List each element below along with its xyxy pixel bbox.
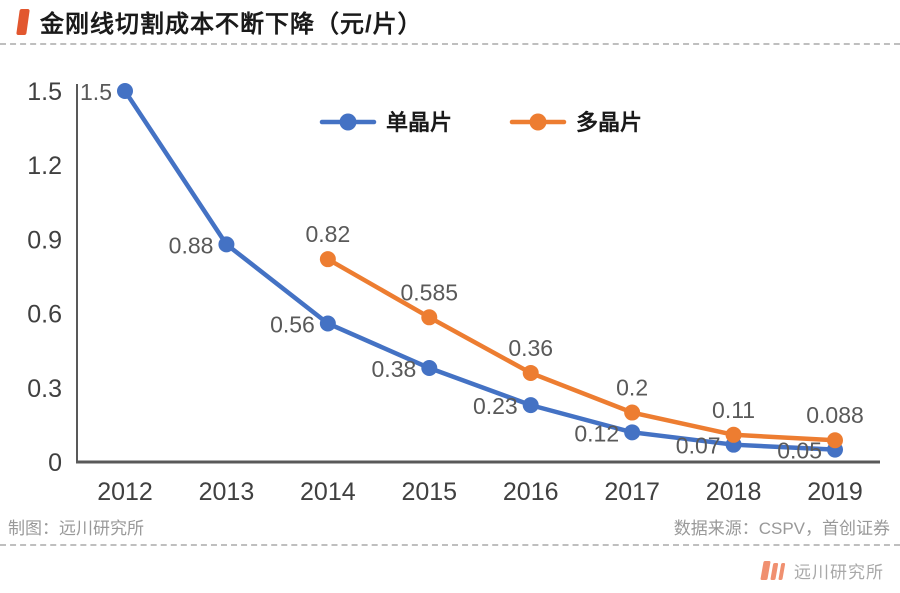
data-label: 0.38 (372, 356, 417, 382)
data-point (117, 83, 133, 99)
x-tick-label: 2017 (604, 478, 660, 506)
data-point (319, 315, 336, 332)
data-point (624, 404, 641, 421)
title-accent-bar-icon (16, 8, 30, 35)
chart-header: 金刚线切割成本不断下降（元/片） (0, 0, 900, 45)
data-label: 0.88 (169, 232, 214, 258)
data-label: 0.2 (616, 375, 648, 401)
x-tick-label: 2016 (503, 478, 559, 506)
y-tick-label: 0.3 (27, 375, 62, 403)
data-label: 0.585 (401, 279, 459, 305)
data-point (725, 426, 742, 443)
data-label: 0.11 (712, 397, 755, 423)
data-label: 0.05 (777, 438, 822, 464)
x-tick-label: 2019 (807, 478, 863, 506)
x-tick-label: 2015 (401, 478, 457, 506)
chart-footer: 制图：远川研究所 数据来源：CSPV，首创证券 (0, 508, 900, 546)
data-label: 0.23 (473, 393, 518, 419)
data-label: 0.07 (676, 433, 721, 459)
chart-canvas: 0 0.3 0.6 0.9 1.2 1.5 2012 2013 2014 2015 2016 2017… (27, 78, 880, 506)
x-tick-label: 2013 (199, 478, 255, 506)
legend-marker-1 (529, 113, 547, 131)
data-point (421, 309, 438, 326)
legend-label-0: 单晶片 (386, 110, 452, 135)
chart-title: 金刚线切割成本不断下降（元/片） (40, 11, 423, 38)
data-point (319, 251, 336, 268)
series-line-1 (325, 256, 838, 443)
yuanchuan-logo: 远川研究所 (760, 558, 884, 583)
credit-text: 制图：远川研究所 (8, 518, 144, 538)
data-label: 0.82 (305, 221, 350, 247)
legend-label-1: 多晶片 (576, 110, 642, 135)
logo-text: 远川研究所 (794, 563, 884, 582)
logo-bars-icon (760, 561, 786, 580)
data-label: 0.36 (508, 335, 553, 361)
data-label: 0.56 (270, 311, 315, 337)
data-point (522, 397, 539, 414)
data-point (522, 364, 539, 381)
data-label: 0.12 (574, 420, 619, 446)
y-tick-label: 1.5 (27, 78, 62, 106)
x-tick-label: 2014 (300, 478, 356, 506)
legend-marker-0 (339, 113, 357, 131)
x-tick-label: 2012 (97, 478, 153, 506)
data-label: 0.088 (806, 402, 864, 428)
y-tick-label: 1.2 (27, 152, 62, 180)
y-tick-label: 0.6 (27, 301, 62, 329)
data-point (827, 432, 843, 449)
cost-decline-line-chart: 0 0.3 0.6 0.9 1.2 1.5 2012 2013 2014 2015 2016 2017… (0, 50, 900, 510)
data-point (421, 360, 438, 377)
data-point (624, 424, 641, 441)
x-tick-label: 2018 (706, 478, 762, 506)
data-source-text: 数据来源：CSPV，首创证券 (673, 518, 890, 538)
y-tick-label: 0.9 (27, 226, 62, 254)
series-line-0 (122, 88, 838, 452)
y-tick-label: 0 (48, 449, 62, 477)
data-label: 1.5 (80, 79, 112, 105)
data-point (218, 236, 235, 253)
